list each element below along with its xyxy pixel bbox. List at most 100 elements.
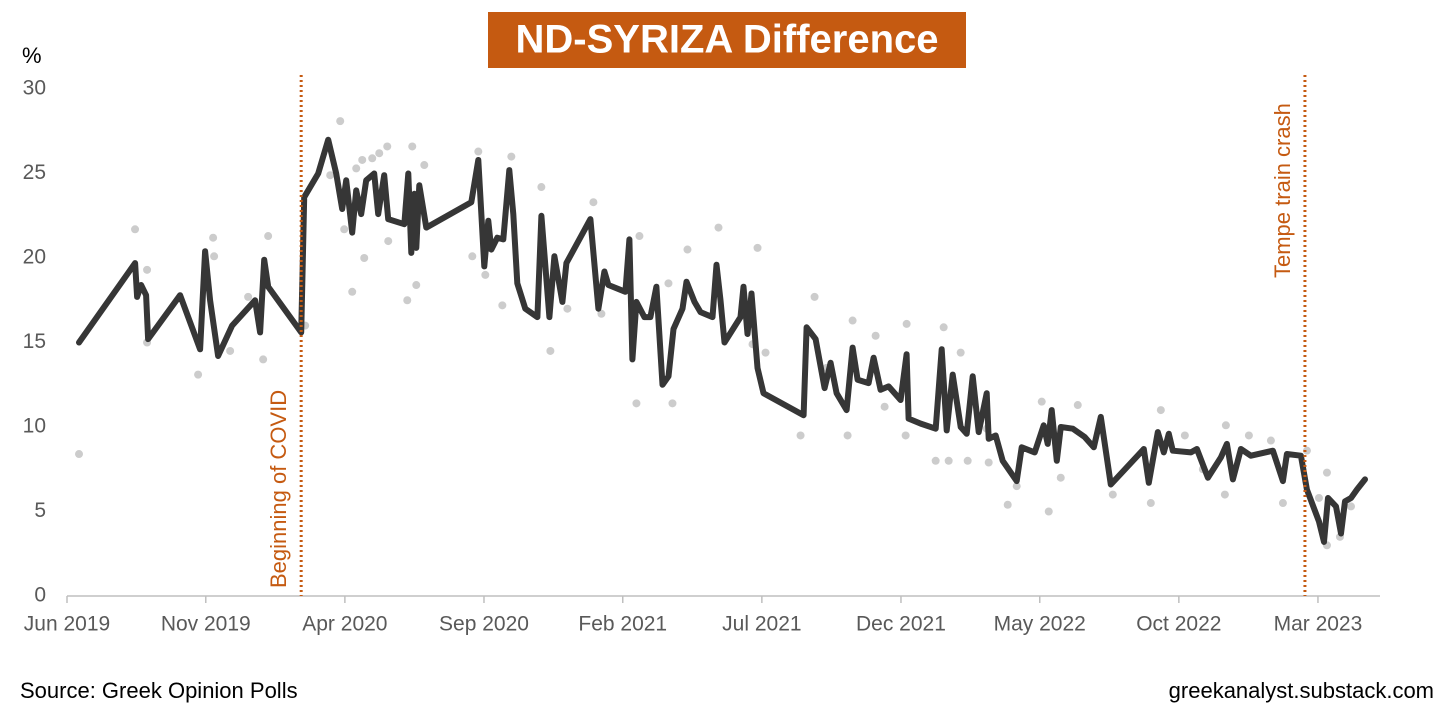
- poll-point: [352, 164, 361, 173]
- poll-point: [939, 323, 948, 332]
- poll-point: [358, 155, 367, 164]
- poll-point: [131, 225, 140, 234]
- poll-point: [589, 198, 598, 207]
- poll-point: [340, 225, 349, 234]
- poll-point: [753, 243, 762, 252]
- poll-point: [194, 370, 203, 379]
- poll-point: [383, 142, 392, 151]
- poll-point: [1012, 482, 1021, 491]
- poll-point: [563, 304, 572, 313]
- poll-point: [880, 402, 889, 411]
- poll-point: [1180, 431, 1189, 440]
- poll-point: [537, 183, 546, 192]
- x-tick-label: Nov 2019: [161, 613, 251, 636]
- trend-line: [76, 136, 1368, 545]
- y-tick-label: 10: [23, 415, 46, 438]
- poll-point: [944, 456, 953, 465]
- poll-point: [1346, 502, 1355, 511]
- poll-point: [1314, 493, 1323, 502]
- poll-point: [348, 287, 357, 296]
- x-tick-label: Mar 2023: [1274, 613, 1363, 636]
- source: Source: Greek Opinion Polls: [20, 678, 298, 703]
- credit: greekanalyst.substack.com: [1169, 678, 1434, 703]
- poll-point: [714, 223, 723, 232]
- y-tick-label: 25: [23, 161, 46, 184]
- poll-point: [412, 281, 421, 290]
- poll-point: [244, 292, 253, 301]
- poll-point: [1073, 401, 1082, 410]
- poll-point: [902, 319, 911, 328]
- poll-point: [901, 431, 910, 440]
- poll-point: [931, 456, 940, 465]
- poll-point: [1302, 446, 1311, 455]
- y-axis-label: %: [22, 43, 42, 68]
- poll-point: [336, 117, 345, 126]
- poll-point: [1044, 507, 1053, 516]
- poll-point: [264, 232, 273, 241]
- poll-point: [843, 431, 852, 440]
- x-tick-label: Feb 2021: [578, 613, 667, 636]
- poll-point: [408, 142, 417, 151]
- poll-point: [326, 171, 335, 180]
- y-tick-label: 0: [34, 584, 46, 607]
- poll-point: [1003, 500, 1012, 509]
- poll-point: [75, 450, 84, 459]
- x-tick-label: May 2022: [994, 613, 1086, 636]
- x-tick-label: Sep 2020: [439, 613, 529, 636]
- poll-point: [1221, 421, 1230, 430]
- y-tick-label: 15: [23, 330, 46, 353]
- poll-point: [963, 456, 972, 465]
- poll-point: [635, 232, 644, 241]
- chart-title: ND-SYRIZA Difference: [515, 18, 938, 62]
- poll-point: [848, 316, 857, 325]
- x-tick-label: Apr 2020: [302, 613, 387, 636]
- x-tick-label: Jul 2021: [722, 613, 801, 636]
- poll-point: [668, 399, 677, 408]
- poll-point: [664, 279, 673, 288]
- poll-point: [956, 348, 965, 357]
- poll-point: [474, 147, 483, 156]
- x-tick-label: Dec 2021: [856, 613, 946, 636]
- poll-point: [632, 399, 641, 408]
- x-tick-label: Oct 2022: [1136, 613, 1221, 636]
- poll-point: [796, 431, 805, 440]
- poll-point: [1146, 499, 1155, 508]
- event-label: Beginning of COVID: [266, 390, 291, 588]
- poll-point: [871, 331, 880, 340]
- poll-point: [403, 296, 412, 305]
- poll-point: [761, 348, 770, 357]
- poll-point: [507, 152, 516, 161]
- poll-point: [1220, 490, 1229, 499]
- poll-point: [481, 270, 490, 279]
- poll-point: [546, 346, 555, 355]
- poll-point: [1037, 397, 1046, 406]
- poll-point: [1156, 406, 1165, 415]
- x-tick-label: Jun 2019: [24, 613, 110, 636]
- poll-point: [1244, 431, 1253, 440]
- poll-point: [597, 309, 606, 318]
- poll-point: [226, 346, 235, 355]
- y-tick-label: 5: [34, 499, 46, 522]
- poll-point: [468, 252, 477, 261]
- poll-point: [210, 252, 219, 261]
- poll-point: [259, 355, 268, 364]
- poll-point: [984, 458, 993, 467]
- poll-point: [1056, 473, 1065, 482]
- poll-point: [384, 237, 393, 246]
- title-box: [488, 12, 966, 68]
- event-label: Tempe train crash: [1270, 103, 1295, 278]
- poll-point: [375, 149, 384, 158]
- y-tick-label: 20: [23, 246, 46, 269]
- poll-point: [810, 292, 819, 301]
- poll-point: [1322, 468, 1331, 477]
- poll-point: [368, 154, 377, 163]
- poll-point: [1278, 499, 1287, 508]
- poll-point: [498, 301, 507, 310]
- poll-point: [209, 233, 218, 242]
- y-tick-label: 30: [23, 77, 46, 100]
- poll-point: [1266, 436, 1275, 445]
- poll-point: [1108, 490, 1117, 499]
- poll-point: [683, 245, 692, 254]
